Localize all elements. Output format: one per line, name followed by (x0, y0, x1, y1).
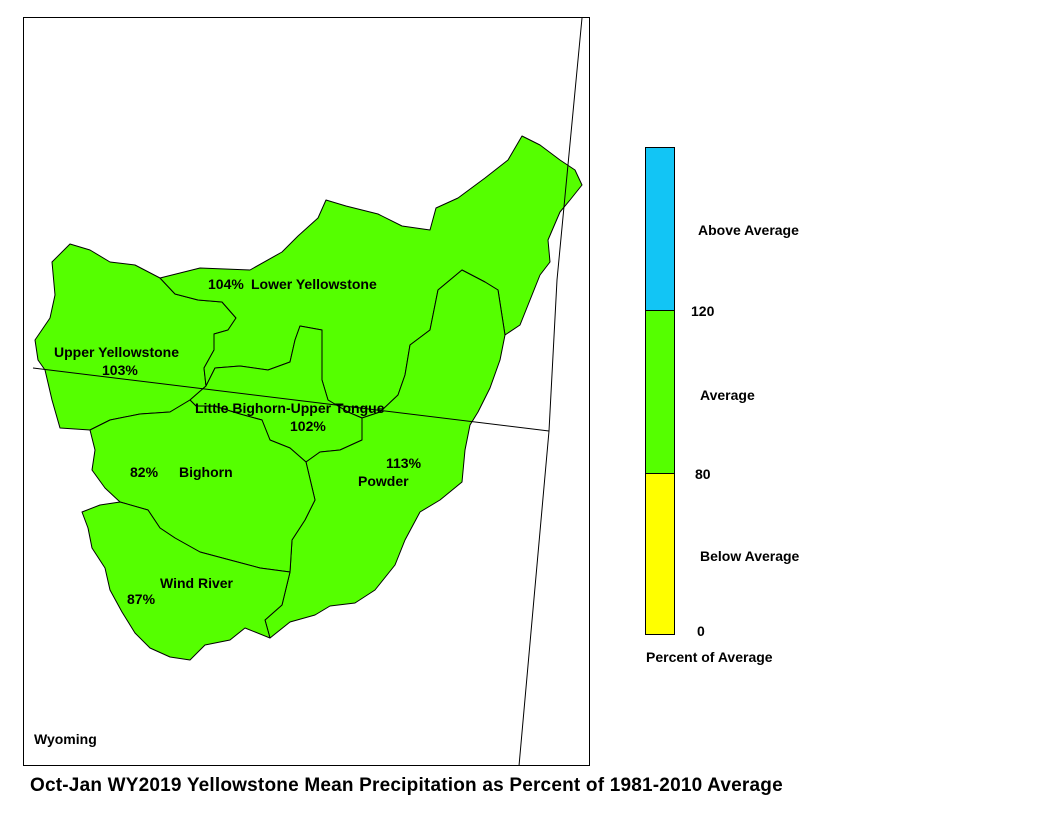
legend-label-below-average: Below Average (700, 548, 800, 564)
state-label: Wyoming (34, 731, 97, 747)
label-upper-yellowstone-percent: 103% (102, 362, 138, 378)
label-bighorn-name: Bighorn (179, 464, 233, 480)
label-powder-name: Powder (358, 473, 409, 489)
legend-title: Percent of Average (646, 649, 773, 665)
legend-swatch-average (646, 310, 674, 473)
label-little-bighorn-percent: 102% (290, 418, 326, 434)
state-boundary-vertical (518, 17, 583, 767)
label-lower-yellowstone-percent: 104% (208, 276, 244, 292)
state-boundary-horizontal (32, 367, 550, 432)
basin-polygons (34, 135, 583, 661)
legend-swatch-above (646, 148, 674, 310)
legend-label-above-average: Above Average (698, 222, 799, 238)
legend-label-average: Average (700, 387, 755, 403)
basin-labels: 104% Lower Yellowstone Upper Yellowstone… (34, 276, 422, 747)
legend-color-bar (645, 147, 675, 635)
label-bighorn-percent: 82% (130, 464, 159, 480)
label-little-bighorn-name: Little Bighorn-Upper Tongue (195, 400, 385, 416)
label-lower-yellowstone-name: Lower Yellowstone (251, 276, 377, 292)
legend-break-80: 80 (695, 466, 711, 482)
legend-break-0: 0 (697, 623, 705, 639)
label-wind-river-name: Wind River (160, 575, 234, 591)
map-title: Oct-Jan WY2019 Yellowstone Mean Precipit… (30, 775, 783, 796)
label-wind-river-percent: 87% (127, 591, 156, 607)
basin-wind-river[interactable] (81, 501, 291, 661)
label-upper-yellowstone-name: Upper Yellowstone (54, 344, 179, 360)
legend-break-120: 120 (691, 303, 715, 319)
legend-swatch-below (646, 473, 674, 634)
label-powder-percent: 113% (386, 455, 422, 471)
